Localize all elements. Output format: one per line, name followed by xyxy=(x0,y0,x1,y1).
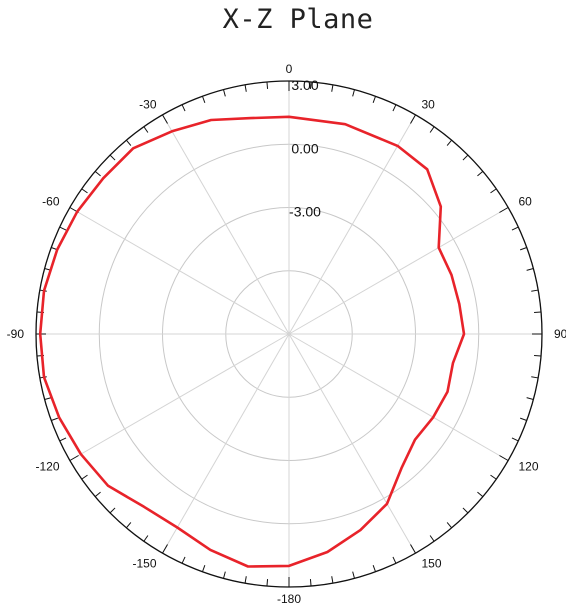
angle-tick xyxy=(490,188,497,194)
angle-label: -60 xyxy=(42,195,60,209)
angle-tick xyxy=(511,437,519,442)
angle-tick xyxy=(94,170,101,177)
angle-tick xyxy=(511,226,519,231)
pattern-series xyxy=(38,115,466,568)
angle-tick xyxy=(490,474,497,480)
angle-tick xyxy=(109,507,116,514)
angle-tick xyxy=(181,104,186,112)
angle-tick xyxy=(143,535,149,542)
angle-label: 150 xyxy=(422,556,442,570)
angle-tick xyxy=(410,114,416,124)
grid-spoke xyxy=(288,207,509,335)
angle-tick xyxy=(201,564,206,572)
angle-tick xyxy=(392,556,397,564)
grid-spoke xyxy=(69,207,290,335)
angle-tick xyxy=(519,417,527,422)
angle-tick xyxy=(109,154,116,161)
angle-label: -150 xyxy=(132,556,156,570)
angle-tick xyxy=(446,139,453,146)
angle-tick xyxy=(499,207,509,213)
angle-tick xyxy=(352,571,355,579)
angle-tick xyxy=(331,84,334,92)
angle-tick xyxy=(429,126,435,133)
angle-tick xyxy=(266,81,269,89)
angle-tick xyxy=(526,268,534,271)
angle-tick xyxy=(531,289,539,292)
angle-tick xyxy=(331,576,334,584)
angle-tick xyxy=(59,437,67,442)
angle-label: -180 xyxy=(277,592,301,606)
angle-tick xyxy=(534,354,542,357)
angle-tick xyxy=(372,564,377,572)
angle-tick xyxy=(410,544,416,554)
angle-tick xyxy=(352,89,355,97)
angle-tick xyxy=(499,455,509,461)
angle-tick xyxy=(309,81,312,89)
angle-tick xyxy=(223,571,226,579)
angle-label: 0 xyxy=(286,62,293,76)
angle-tick xyxy=(526,397,534,400)
angle-tick xyxy=(125,522,132,529)
angle-tick xyxy=(223,89,226,97)
radial-label: 3.00 xyxy=(291,77,318,93)
angle-tick xyxy=(372,96,377,104)
angle-tick xyxy=(477,170,484,177)
angle-tick xyxy=(51,417,59,422)
grid-spoke xyxy=(288,333,416,554)
grid-spoke xyxy=(162,333,290,554)
angle-tick xyxy=(477,491,484,498)
angle-tick xyxy=(162,544,168,554)
angle-label: 90 xyxy=(554,327,566,341)
angle-tick xyxy=(143,126,149,133)
angle-tick xyxy=(534,311,542,314)
radial-labels: 3.00 0.00 -3.00 xyxy=(289,77,321,220)
angle-tick xyxy=(429,535,435,542)
grid-spoke xyxy=(69,333,290,461)
angle-tick xyxy=(244,576,247,584)
angle-tick xyxy=(44,397,52,400)
angle-tick xyxy=(201,96,206,104)
angle-labels: 0 30 60 90 120 150 -180 -150 -120 -90 -60 -30 xyxy=(7,62,566,606)
angle-tick xyxy=(462,154,469,161)
angle-tick xyxy=(462,507,469,514)
angle-ticks xyxy=(36,81,542,587)
angle-tick xyxy=(309,579,312,587)
angle-tick xyxy=(446,522,453,529)
radial-label: -3.00 xyxy=(289,204,321,220)
angle-tick xyxy=(125,139,132,146)
angle-tick xyxy=(531,376,539,379)
grid-spoke xyxy=(162,114,290,335)
angle-tick xyxy=(519,246,527,251)
angle-tick xyxy=(181,556,186,564)
grid-spoke xyxy=(288,114,416,335)
angle-label: -90 xyxy=(7,327,25,341)
chart-title: X-Z Plane xyxy=(222,4,374,35)
angle-tick xyxy=(162,114,168,124)
pattern-line xyxy=(38,115,466,568)
angle-label: -120 xyxy=(35,460,59,474)
angle-tick xyxy=(69,455,79,461)
angle-tick xyxy=(94,491,101,498)
angle-label: 60 xyxy=(518,195,532,209)
angle-label: 120 xyxy=(518,460,538,474)
angle-tick xyxy=(266,579,269,587)
angle-tick xyxy=(81,188,88,194)
angle-label: -30 xyxy=(139,98,157,112)
angle-label: 30 xyxy=(422,98,436,112)
angle-tick xyxy=(59,226,67,231)
angle-tick xyxy=(81,474,88,480)
grid-spoke xyxy=(288,333,509,461)
radial-label: 0.00 xyxy=(291,140,318,156)
angle-tick xyxy=(392,104,397,112)
angle-tick xyxy=(244,84,247,92)
